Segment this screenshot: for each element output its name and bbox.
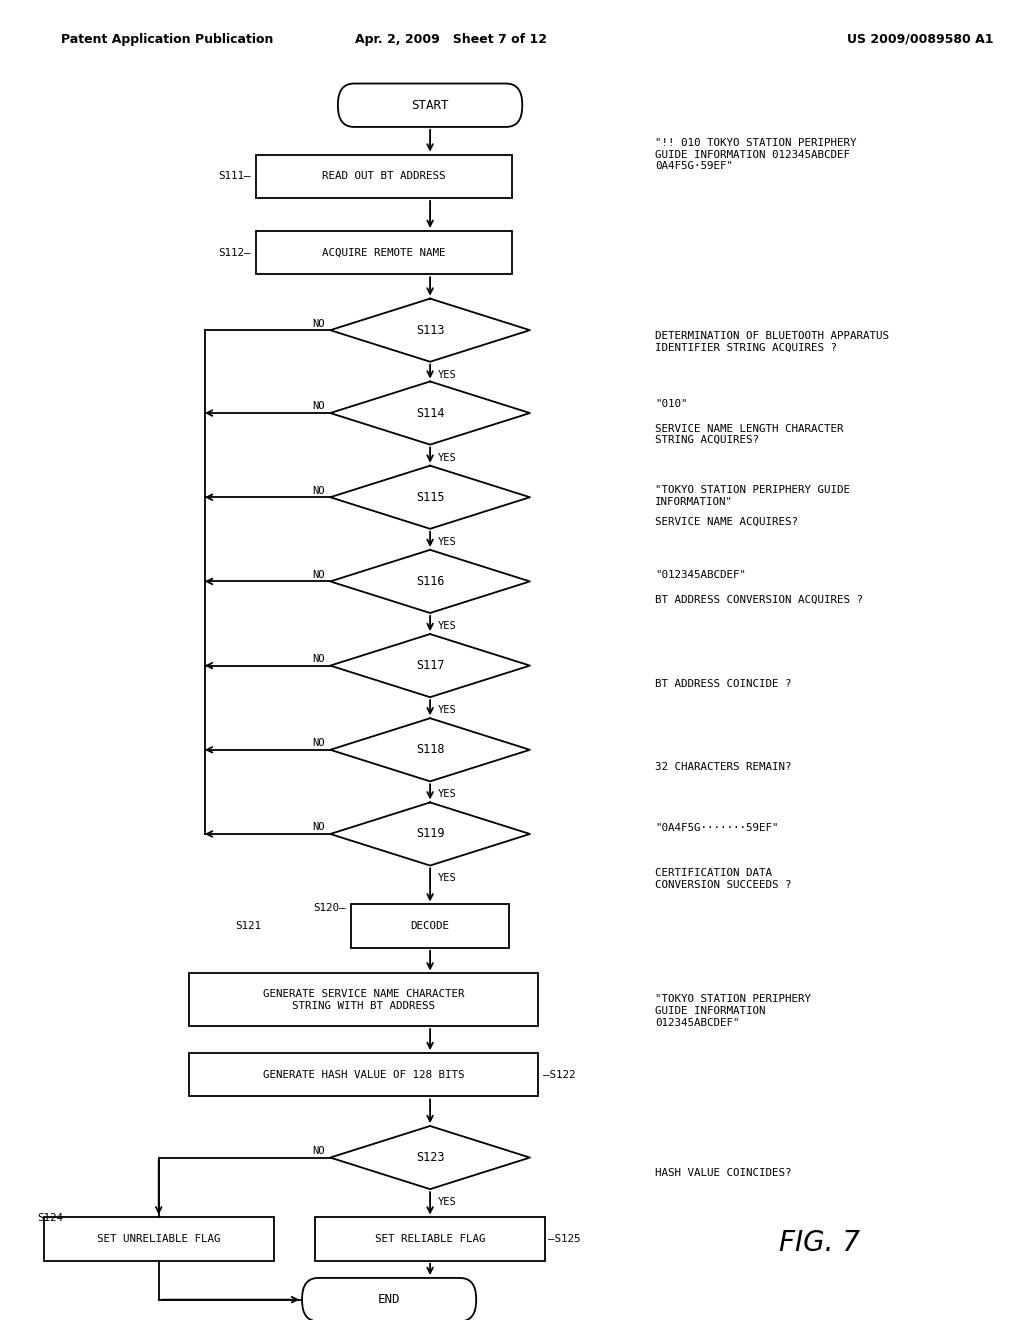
Bar bbox=[315, 1217, 545, 1261]
Text: S124: S124 bbox=[38, 1213, 63, 1224]
Text: NO: NO bbox=[312, 1146, 326, 1156]
Text: S121: S121 bbox=[236, 921, 261, 931]
Text: S116: S116 bbox=[416, 576, 444, 587]
Text: SET UNRELIABLE FLAG: SET UNRELIABLE FLAG bbox=[97, 1234, 220, 1245]
Text: BT ADDRESS COINCIDE ?: BT ADDRESS COINCIDE ? bbox=[655, 678, 792, 689]
Text: SERVICE NAME ACQUIRES?: SERVICE NAME ACQUIRES? bbox=[655, 517, 799, 527]
Text: S112—: S112— bbox=[218, 248, 251, 257]
Text: "TOKYO STATION PERIPHERY
GUIDE INFORMATION
012345ABCDEF": "TOKYO STATION PERIPHERY GUIDE INFORMATI… bbox=[655, 994, 811, 1028]
Bar bbox=[189, 973, 538, 1026]
Text: READ OUT BT ADDRESS: READ OUT BT ADDRESS bbox=[323, 172, 445, 181]
Text: YES: YES bbox=[438, 537, 457, 546]
Text: CERTIFICATION DATA
CONVERSION SUCCEEDS ?: CERTIFICATION DATA CONVERSION SUCCEEDS ? bbox=[655, 869, 792, 890]
Text: START: START bbox=[412, 99, 449, 112]
Text: NO: NO bbox=[312, 486, 326, 495]
Bar bbox=[256, 231, 512, 275]
Text: HASH VALUE COINCIDES?: HASH VALUE COINCIDES? bbox=[655, 1168, 792, 1177]
Text: —S125: —S125 bbox=[548, 1234, 581, 1245]
Text: S111—: S111— bbox=[218, 172, 251, 181]
Text: DETERMINATION OF BLUETOOTH APPARATUS
IDENTIFIER STRING ACQUIRES ?: DETERMINATION OF BLUETOOTH APPARATUS IDE… bbox=[655, 331, 890, 352]
Text: S120—: S120— bbox=[313, 903, 346, 912]
Text: SET RELIABLE FLAG: SET RELIABLE FLAG bbox=[375, 1234, 485, 1245]
Text: —S122: —S122 bbox=[543, 1069, 575, 1080]
Text: "0A4F5G·······59EF": "0A4F5G·······59EF" bbox=[655, 824, 779, 833]
Text: END: END bbox=[378, 1294, 400, 1307]
Text: SERVICE NAME LENGTH CHARACTER
STRING ACQUIRES?: SERVICE NAME LENGTH CHARACTER STRING ACQ… bbox=[655, 424, 844, 445]
Text: GENERATE HASH VALUE OF 128 BITS: GENERATE HASH VALUE OF 128 BITS bbox=[263, 1069, 464, 1080]
Bar bbox=[43, 1217, 274, 1261]
Text: S117: S117 bbox=[416, 659, 444, 672]
Bar bbox=[256, 154, 512, 198]
Text: "010": "010" bbox=[655, 399, 688, 409]
Text: S118: S118 bbox=[416, 743, 444, 756]
Text: YES: YES bbox=[438, 874, 457, 883]
Bar bbox=[350, 904, 509, 948]
Text: NO: NO bbox=[312, 570, 326, 579]
Text: BT ADDRESS CONVERSION ACQUIRES ?: BT ADDRESS CONVERSION ACQUIRES ? bbox=[655, 594, 863, 605]
Text: S123: S123 bbox=[416, 1151, 444, 1164]
Text: S114: S114 bbox=[416, 407, 444, 420]
Text: Apr. 2, 2009   Sheet 7 of 12: Apr. 2, 2009 Sheet 7 of 12 bbox=[354, 33, 547, 46]
Text: YES: YES bbox=[438, 705, 457, 715]
Text: Patent Application Publication: Patent Application Publication bbox=[61, 33, 273, 46]
FancyBboxPatch shape bbox=[338, 83, 522, 127]
Text: YES: YES bbox=[438, 370, 457, 380]
Text: S115: S115 bbox=[416, 491, 444, 504]
Text: NO: NO bbox=[312, 738, 326, 748]
Text: NO: NO bbox=[312, 318, 326, 329]
Text: NO: NO bbox=[312, 822, 326, 833]
Text: S113: S113 bbox=[416, 323, 444, 337]
Bar bbox=[189, 1053, 538, 1097]
Text: US 2009/0089580 A1: US 2009/0089580 A1 bbox=[847, 33, 993, 46]
Text: YES: YES bbox=[438, 1197, 457, 1206]
Text: "012345ABCDEF": "012345ABCDEF" bbox=[655, 569, 746, 579]
Text: GENERATE SERVICE NAME CHARACTER
STRING WITH BT ADDRESS: GENERATE SERVICE NAME CHARACTER STRING W… bbox=[263, 989, 464, 1011]
FancyBboxPatch shape bbox=[302, 1278, 476, 1320]
Text: 32 CHARACTERS REMAIN?: 32 CHARACTERS REMAIN? bbox=[655, 762, 792, 772]
Text: "TOKYO STATION PERIPHERY GUIDE
INFORMATION": "TOKYO STATION PERIPHERY GUIDE INFORMATI… bbox=[655, 486, 850, 507]
Text: YES: YES bbox=[438, 453, 457, 462]
Text: FIG. 7: FIG. 7 bbox=[778, 1229, 860, 1257]
Text: NO: NO bbox=[312, 401, 326, 412]
Text: YES: YES bbox=[438, 789, 457, 799]
Text: YES: YES bbox=[438, 620, 457, 631]
Text: S119: S119 bbox=[416, 828, 444, 841]
Text: NO: NO bbox=[312, 653, 326, 664]
Text: "!! 010 TOKYO STATION PERIPHERY
GUIDE INFORMATION 012345ABCDEF
0A4F5G·59EF": "!! 010 TOKYO STATION PERIPHERY GUIDE IN… bbox=[655, 139, 857, 172]
Text: DECODE: DECODE bbox=[411, 921, 450, 931]
Text: ACQUIRE REMOTE NAME: ACQUIRE REMOTE NAME bbox=[323, 248, 445, 257]
